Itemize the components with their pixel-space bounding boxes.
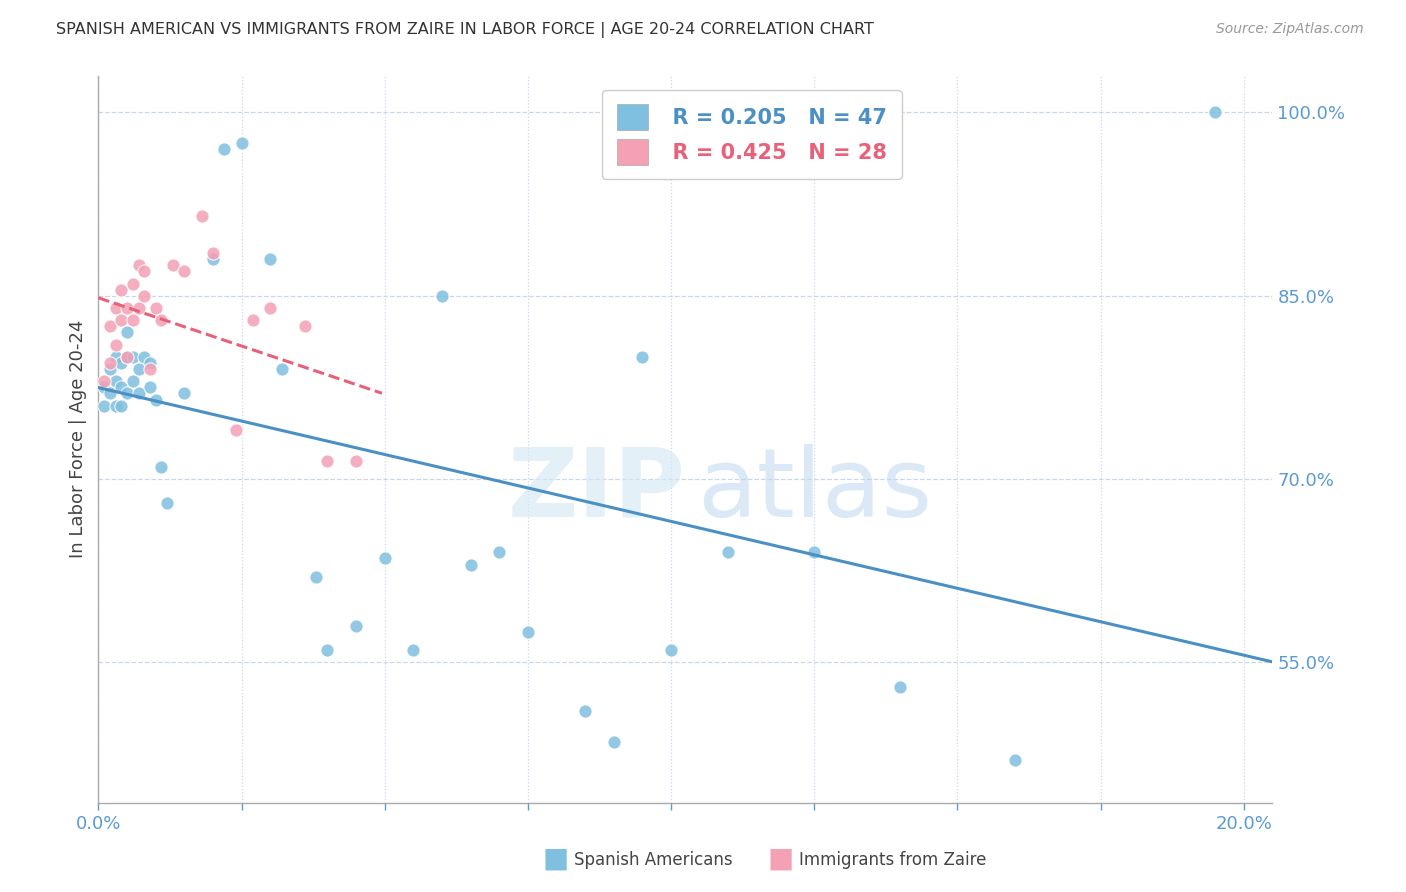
Point — [134, 350, 156, 364]
Point — [488, 545, 510, 559]
Point — [316, 643, 339, 657]
Text: SPANISH AMERICAN VS IMMIGRANTS FROM ZAIRE IN LABOR FORCE | AGE 20-24 CORRELATION: SPANISH AMERICAN VS IMMIGRANTS FROM ZAIR… — [56, 22, 875, 38]
Point — [121, 350, 143, 364]
Point — [259, 301, 281, 315]
Point — [93, 374, 115, 388]
Point — [225, 423, 247, 437]
Point — [374, 551, 396, 566]
Text: Spanish Americans: Spanish Americans — [574, 851, 733, 869]
Point — [402, 643, 425, 657]
Point — [115, 350, 138, 364]
Y-axis label: In Labor Force | Age 20-24: In Labor Force | Age 20-24 — [69, 320, 87, 558]
Point — [104, 374, 127, 388]
Point — [98, 362, 121, 376]
Point — [631, 350, 654, 364]
Point — [173, 386, 195, 401]
Point — [104, 350, 127, 364]
Point — [150, 459, 173, 474]
Point — [128, 386, 150, 401]
Point — [104, 301, 127, 315]
Point — [344, 453, 367, 467]
Point — [162, 258, 184, 272]
Point — [603, 735, 626, 749]
Point — [173, 264, 195, 278]
Point — [128, 258, 150, 272]
Point — [1004, 753, 1026, 767]
Text: ZIP: ZIP — [508, 443, 686, 537]
Point — [134, 264, 156, 278]
Point — [98, 319, 121, 334]
Point — [344, 618, 367, 632]
Legend:   R = 0.205   N = 47,   R = 0.425   N = 28: R = 0.205 N = 47, R = 0.425 N = 28 — [602, 90, 901, 179]
Point — [134, 289, 156, 303]
Point — [110, 399, 132, 413]
Point — [259, 252, 281, 266]
Point — [803, 545, 825, 559]
Point — [104, 337, 127, 351]
Point — [305, 570, 328, 584]
Point — [150, 313, 173, 327]
Point — [460, 558, 482, 572]
Text: atlas: atlas — [697, 443, 932, 537]
Point — [139, 362, 162, 376]
Point — [145, 392, 167, 407]
Point — [110, 356, 132, 370]
Point — [93, 380, 115, 394]
Point — [115, 350, 138, 364]
Point — [145, 301, 167, 315]
Text: Source: ZipAtlas.com: Source: ZipAtlas.com — [1216, 22, 1364, 37]
Point — [430, 289, 453, 303]
Point — [231, 136, 253, 150]
Point — [190, 210, 212, 224]
Point — [574, 704, 596, 718]
Point — [659, 643, 682, 657]
Point — [294, 319, 316, 334]
Point — [115, 386, 138, 401]
Point — [139, 356, 162, 370]
Point — [139, 380, 162, 394]
Point — [1204, 105, 1226, 120]
Point — [214, 142, 236, 156]
Point — [516, 624, 538, 639]
Point — [93, 399, 115, 413]
Point — [717, 545, 740, 559]
Point — [316, 453, 339, 467]
Point — [121, 374, 143, 388]
Point — [889, 680, 911, 694]
Point — [270, 362, 292, 376]
Point — [110, 313, 132, 327]
Point — [128, 301, 150, 315]
Point — [98, 356, 121, 370]
Point — [110, 283, 132, 297]
Point — [128, 362, 150, 376]
Point — [115, 326, 138, 340]
Text: ■: ■ — [768, 845, 793, 872]
Point — [98, 386, 121, 401]
Point — [242, 313, 264, 327]
Point — [121, 313, 143, 327]
Point — [201, 252, 224, 266]
Text: Immigrants from Zaire: Immigrants from Zaire — [799, 851, 986, 869]
Text: ■: ■ — [543, 845, 568, 872]
Point — [104, 399, 127, 413]
Point — [121, 277, 143, 291]
Point — [110, 380, 132, 394]
Point — [156, 496, 179, 510]
Point — [201, 246, 224, 260]
Point — [115, 301, 138, 315]
